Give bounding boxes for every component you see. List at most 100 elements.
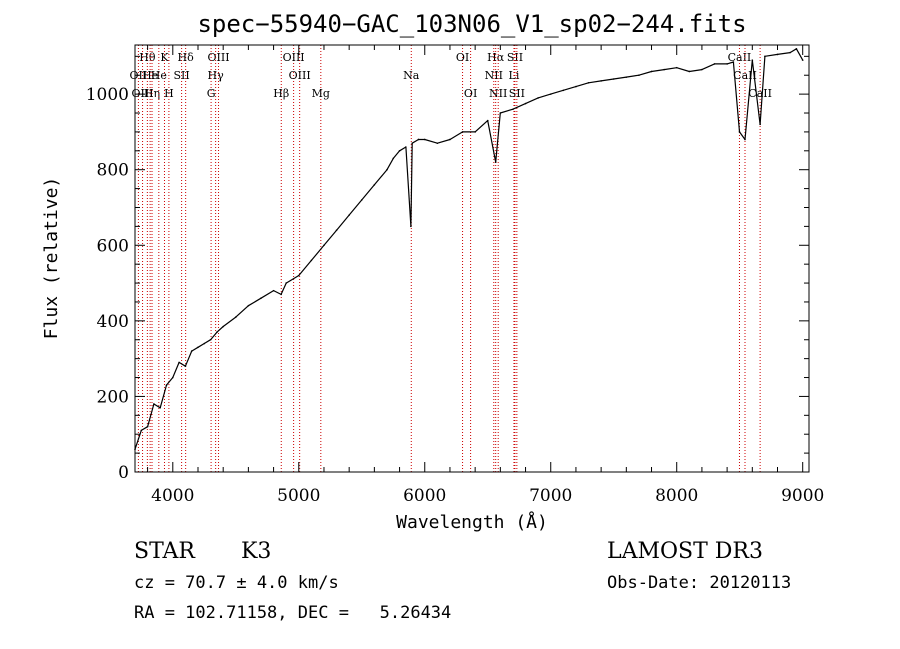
data-point <box>335 229 338 231</box>
line-label-3: He <box>142 69 158 82</box>
coordinates-readout: RA = 102.71158, DEC = 5.26434 <box>134 603 452 623</box>
data-point <box>405 146 407 148</box>
data-point <box>323 244 325 247</box>
data-point <box>759 123 761 126</box>
data-point <box>499 112 502 114</box>
line-label-23: SII <box>507 51 523 64</box>
data-point <box>234 316 237 318</box>
line-label-12: G <box>207 87 216 100</box>
line-label-10: OIII <box>207 51 229 64</box>
line-label-21: NII <box>485 69 503 82</box>
data-point <box>140 429 143 432</box>
line-label-22: NII <box>489 87 507 100</box>
data-point <box>732 61 735 63</box>
data-point <box>417 138 420 141</box>
observation-date: Obs-Date: 20120113 <box>607 573 792 593</box>
data-point <box>587 81 590 84</box>
line-label-14: OIII <box>289 69 311 82</box>
data-point <box>738 131 741 133</box>
series-group <box>134 47 804 451</box>
data-point <box>449 138 451 141</box>
data-point <box>461 131 464 133</box>
data-point <box>436 142 439 145</box>
data-point <box>216 331 218 333</box>
y-tick-label: 400 <box>97 312 129 332</box>
line-label-13: OIII <box>283 51 305 64</box>
data-point <box>612 78 615 80</box>
data-point <box>701 68 703 71</box>
data-point <box>373 184 376 186</box>
y-tick-label: 200 <box>97 387 129 407</box>
line-label-28: CaII <box>748 87 772 100</box>
x-tick-label: 6000 <box>403 486 446 506</box>
survey-name: LAMOST DR3 <box>607 539 763 564</box>
data-point <box>171 376 174 379</box>
data-point <box>675 66 678 69</box>
data-point <box>297 274 300 277</box>
line-label-25: SII <box>509 87 525 100</box>
line-label-17: Na <box>403 69 420 82</box>
line-label-19: OI <box>464 87 477 100</box>
data-point <box>146 425 149 428</box>
y-tick-label: 600 <box>97 236 129 256</box>
plot-frame <box>134 44 810 473</box>
data-point <box>178 361 180 364</box>
object-subclass: K3 <box>241 539 272 564</box>
data-point <box>600 80 602 82</box>
data-point <box>260 297 262 299</box>
y-tick-label: 1000 <box>86 85 129 105</box>
x-tick-label: 9000 <box>781 486 824 506</box>
data-point <box>165 384 168 386</box>
line-label-16: Mg <box>312 87 330 100</box>
line-label-6: H <box>164 87 174 100</box>
data-point <box>789 51 791 54</box>
line-label-11: Hγ <box>208 69 225 82</box>
data-point <box>650 70 653 73</box>
data-point <box>410 225 412 228</box>
data-point <box>209 338 212 341</box>
data-point <box>222 325 224 328</box>
data-point <box>197 346 199 349</box>
line-label-7: He <box>151 69 167 82</box>
line-label-20: Hα <box>487 51 505 64</box>
x-tick-label: 5000 <box>277 486 320 506</box>
data-point <box>537 97 539 99</box>
data-point <box>190 350 193 352</box>
line-label-5: Hη <box>144 87 160 100</box>
data-point <box>776 53 779 56</box>
data-point <box>398 150 401 152</box>
data-point <box>411 142 413 145</box>
line-label-2: OIII <box>132 87 154 100</box>
data-point <box>184 365 187 367</box>
redshift-readout: cz = 70.7 ± 4.0 km/s <box>134 573 339 593</box>
data-point <box>159 406 161 409</box>
data-point <box>247 304 250 307</box>
data-point <box>726 63 728 65</box>
data-point <box>562 89 565 92</box>
data-point <box>625 76 628 78</box>
data-point <box>744 138 746 141</box>
data-point <box>524 102 527 105</box>
line-label-24: Li <box>509 69 520 82</box>
line-label-8: SII <box>173 69 189 82</box>
data-point <box>713 63 716 65</box>
data-point <box>423 138 426 141</box>
data-point <box>360 199 363 201</box>
y-tick-label: 0 <box>118 463 129 483</box>
data-point <box>575 85 577 88</box>
x-tick-label: 7000 <box>529 486 572 506</box>
x-axis-label: Wavelength (Å) <box>396 511 548 533</box>
data-point <box>764 55 766 58</box>
data-point <box>272 289 275 292</box>
data-point <box>486 119 489 122</box>
series-line-0 <box>134 48 804 450</box>
line-label-0: Hθ <box>139 51 156 64</box>
data-point <box>474 131 476 133</box>
data-point <box>801 59 804 61</box>
chart-title: spec−55940−GAC_103N06_V1_sp02−244.fits <box>197 10 746 38</box>
data-point <box>153 403 155 405</box>
x-tick-label: 4000 <box>151 486 194 506</box>
data-point <box>348 214 350 216</box>
